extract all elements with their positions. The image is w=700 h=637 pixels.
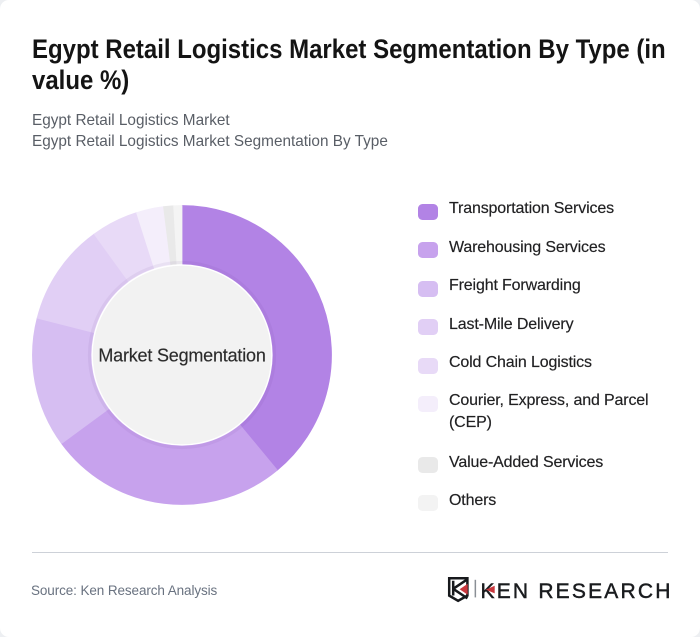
svg-text:Market Segmentation: Market Segmentation bbox=[98, 345, 265, 365]
svg-text:KEN RESEARCH: KEN RESEARCH bbox=[481, 580, 673, 603]
